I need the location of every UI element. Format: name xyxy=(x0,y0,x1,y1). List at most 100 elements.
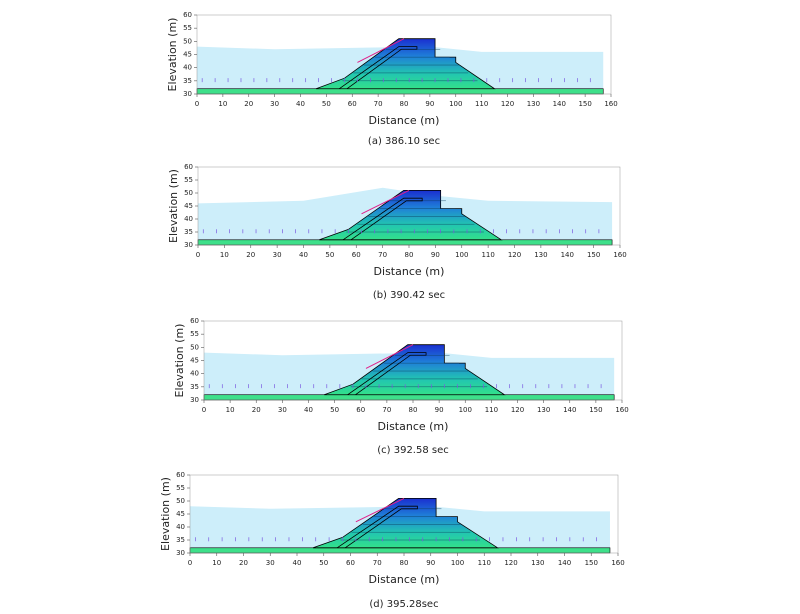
x-tick-label: 160 xyxy=(613,251,626,259)
x-tick-label: 20 xyxy=(244,100,253,108)
x-tick-label: 130 xyxy=(527,100,540,108)
x-tick-label: 120 xyxy=(508,251,521,259)
x-tick-label: 0 xyxy=(202,406,206,414)
x-tick-label: 80 xyxy=(400,100,409,108)
y-axis-label: Elevation (m) xyxy=(166,18,179,92)
y-tick-label: 55 xyxy=(184,176,193,184)
x-tick-label: 0 xyxy=(196,251,200,259)
x-tick-label: 90 xyxy=(426,559,435,567)
x-tick-label: 150 xyxy=(587,251,600,259)
y-tick-label: 55 xyxy=(183,24,192,32)
x-tick-label: 120 xyxy=(504,559,517,567)
core xyxy=(339,46,418,90)
x-tick-label: 30 xyxy=(266,559,275,567)
x-tick-label: 80 xyxy=(400,559,409,567)
foundation xyxy=(203,394,615,401)
y-axis-label: Elevation (m) xyxy=(173,324,186,398)
x-tick-label: 10 xyxy=(226,406,235,414)
core xyxy=(347,352,427,396)
x-axis-label: Distance (m) xyxy=(369,573,440,586)
y-tick-label: 35 xyxy=(176,536,185,544)
x-tick-label: 160 xyxy=(611,559,624,567)
x-tick-label: 160 xyxy=(615,406,628,414)
x-tick-label: 150 xyxy=(578,100,591,108)
x-tick-label: 50 xyxy=(330,406,339,414)
x-tick-label: 20 xyxy=(252,406,261,414)
x-tick-label: 140 xyxy=(558,559,571,567)
slope-line xyxy=(361,189,410,215)
x-tick-label: 90 xyxy=(435,406,444,414)
y-tick-label: 60 xyxy=(184,163,193,171)
y-tick-label: 45 xyxy=(183,51,192,59)
y-tick-label: 50 xyxy=(176,497,185,505)
panel xyxy=(196,14,612,95)
y-tick-label: 35 xyxy=(190,383,199,391)
x-tick-label: 60 xyxy=(352,251,361,259)
y-tick-label: 40 xyxy=(190,370,199,378)
x-tick-label: 120 xyxy=(511,406,524,414)
x-tick-label: 40 xyxy=(296,100,305,108)
y-tick-label: 50 xyxy=(190,343,199,351)
panel xyxy=(203,320,623,401)
foundation xyxy=(197,239,613,246)
x-tick-label: 120 xyxy=(501,100,514,108)
x-tick-label: 100 xyxy=(459,406,472,414)
x-tick-label: 150 xyxy=(585,559,598,567)
x-tick-label: 100 xyxy=(455,251,468,259)
x-axis-label: Distance (m) xyxy=(378,420,449,433)
core xyxy=(336,505,418,549)
x-tick-label: 60 xyxy=(356,406,365,414)
y-tick-label: 50 xyxy=(183,37,192,45)
foundation xyxy=(189,547,611,554)
x-axis-label: Distance (m) xyxy=(374,265,445,278)
x-tick-label: 30 xyxy=(278,406,287,414)
x-tick-label: 140 xyxy=(553,100,566,108)
caption: (d) 395.28sec xyxy=(369,599,438,610)
y-tick-label: 40 xyxy=(183,64,192,72)
core xyxy=(342,197,423,241)
y-tick-label: 50 xyxy=(184,189,193,197)
y-tick-label: 45 xyxy=(176,510,185,518)
caption: (b) 390.42 sec xyxy=(373,290,445,301)
x-tick-label: 160 xyxy=(604,100,617,108)
panel xyxy=(189,474,619,554)
x-tick-label: 10 xyxy=(218,100,227,108)
y-tick-label: 35 xyxy=(183,77,192,85)
x-tick-label: 90 xyxy=(425,100,434,108)
x-tick-label: 40 xyxy=(304,406,313,414)
y-axis-label: Elevation (m) xyxy=(167,169,180,243)
x-tick-label: 30 xyxy=(273,251,282,259)
y-tick-label: 60 xyxy=(176,471,185,479)
x-tick-label: 60 xyxy=(346,559,355,567)
y-tick-label: 40 xyxy=(184,215,193,223)
y-tick-label: 45 xyxy=(190,357,199,365)
x-tick-label: 10 xyxy=(212,559,221,567)
y-tick-label: 30 xyxy=(190,396,199,404)
x-tick-label: 150 xyxy=(589,406,602,414)
x-tick-label: 70 xyxy=(378,251,387,259)
y-tick-label: 30 xyxy=(184,241,193,249)
x-tick-label: 70 xyxy=(373,559,382,567)
x-tick-label: 100 xyxy=(449,100,462,108)
x-tick-label: 30 xyxy=(270,100,279,108)
y-tick-label: 35 xyxy=(184,228,193,236)
x-tick-label: 110 xyxy=(475,100,488,108)
x-tick-label: 130 xyxy=(531,559,544,567)
foundation xyxy=(196,88,604,95)
x-tick-label: 80 xyxy=(405,251,414,259)
slope-line xyxy=(357,38,405,63)
y-tick-label: 55 xyxy=(176,484,185,492)
caption: (a) 386.10 sec xyxy=(368,136,440,147)
caption: (c) 392.58 sec xyxy=(377,445,449,456)
y-tick-label: 40 xyxy=(176,523,185,531)
x-tick-label: 40 xyxy=(293,559,302,567)
x-tick-label: 40 xyxy=(299,251,308,259)
y-tick-label: 55 xyxy=(190,330,199,338)
x-tick-label: 140 xyxy=(563,406,576,414)
y-tick-label: 60 xyxy=(183,11,192,19)
x-tick-label: 0 xyxy=(195,100,199,108)
slope-line xyxy=(355,497,405,523)
x-tick-label: 0 xyxy=(188,559,192,567)
x-tick-label: 20 xyxy=(239,559,248,567)
